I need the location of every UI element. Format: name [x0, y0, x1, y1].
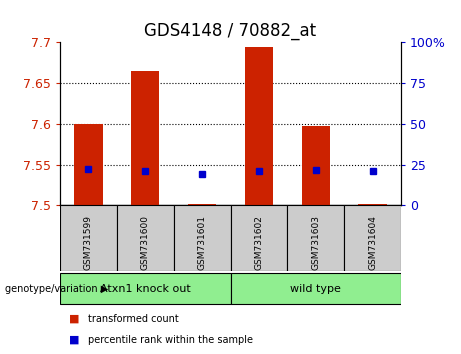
Bar [230, 205, 287, 271]
Bar [117, 205, 174, 271]
Text: ■: ■ [69, 314, 80, 324]
Text: GSM731601: GSM731601 [198, 215, 207, 270]
Text: GSM731599: GSM731599 [84, 215, 93, 270]
Text: genotype/variation ▶: genotype/variation ▶ [5, 284, 108, 293]
Bar [287, 205, 344, 271]
Bar [230, 273, 401, 304]
Bar [358, 204, 387, 205]
Bar [74, 124, 102, 205]
Text: percentile rank within the sample: percentile rank within the sample [88, 335, 253, 345]
Bar [174, 205, 230, 271]
Bar [60, 205, 117, 271]
Bar [188, 204, 216, 205]
Text: transformed count: transformed count [88, 314, 178, 324]
Text: GSM731602: GSM731602 [254, 215, 263, 270]
Title: GDS4148 / 70882_at: GDS4148 / 70882_at [144, 22, 317, 40]
Text: Atxn1 knock out: Atxn1 knock out [100, 284, 190, 293]
Bar [344, 205, 401, 271]
Text: GSM731600: GSM731600 [141, 215, 150, 270]
Bar [301, 126, 330, 205]
Bar [131, 71, 160, 205]
Text: GSM731603: GSM731603 [311, 215, 320, 270]
Bar [245, 46, 273, 205]
Text: GSM731604: GSM731604 [368, 215, 377, 270]
Text: wild type: wild type [290, 284, 341, 293]
Text: ■: ■ [69, 335, 80, 345]
Bar [60, 273, 230, 304]
